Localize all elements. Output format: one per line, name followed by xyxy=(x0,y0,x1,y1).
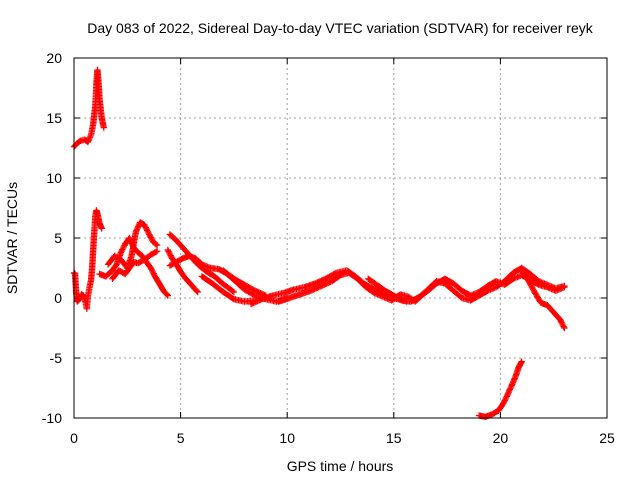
x-axis-label: GPS time / hours xyxy=(287,458,394,474)
x-tick-label: 15 xyxy=(386,430,402,446)
data-segment-markers xyxy=(365,264,568,305)
data-segment-markers xyxy=(198,273,259,305)
y-tick-label: -5 xyxy=(50,350,63,366)
data-segment-markers xyxy=(109,248,161,282)
data-segment-markers xyxy=(475,358,525,420)
y-tick-label: 10 xyxy=(46,170,62,186)
tick-labels: 0 5 10 15 20 25 -10 -5 0 5 10 15 20 xyxy=(42,50,615,446)
x-tick-label: 10 xyxy=(279,430,295,446)
x-tick-label: 5 xyxy=(177,430,185,446)
x-tick-label: 25 xyxy=(599,430,615,446)
x-tick-label: 0 xyxy=(70,430,78,446)
grid xyxy=(74,58,607,418)
y-axis-label: SDTVAR / TECUs xyxy=(4,182,20,294)
y-tick-label: 15 xyxy=(46,110,62,126)
plot-frame xyxy=(73,57,608,419)
data-segment-markers xyxy=(96,234,171,299)
y-tick-label: 20 xyxy=(46,50,62,66)
data-segment-markers xyxy=(104,219,161,272)
y-tick-label: -10 xyxy=(42,410,62,426)
x-tick-label: 20 xyxy=(493,430,509,446)
chart-title: Day 083 of 2022, Sidereal Day-to-day VTE… xyxy=(87,20,593,36)
data-segment-markers xyxy=(518,267,568,332)
y-tick-label: 0 xyxy=(54,290,62,306)
axis-ticks xyxy=(73,57,608,419)
y-tick-label: 5 xyxy=(54,230,62,246)
